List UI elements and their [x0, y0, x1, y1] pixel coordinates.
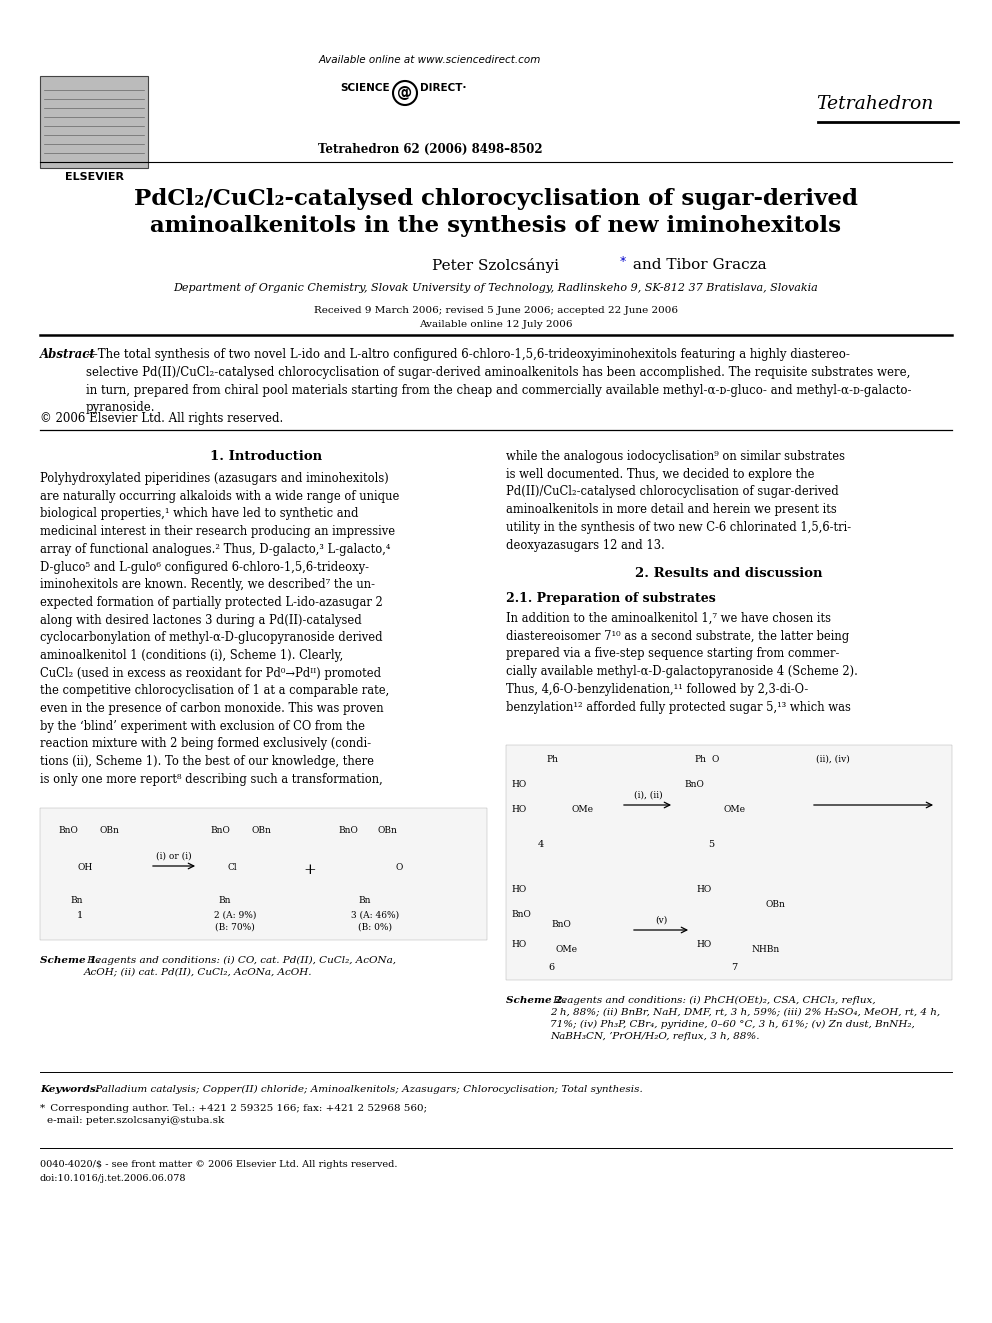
Text: SCIENCE: SCIENCE	[340, 83, 390, 93]
Text: NHBn: NHBn	[751, 945, 780, 954]
Text: (v): (v)	[655, 916, 668, 925]
Text: 6: 6	[548, 963, 555, 972]
Text: 4: 4	[538, 840, 545, 849]
Text: 2 (A: 9%): 2 (A: 9%)	[214, 912, 256, 919]
Text: OMe: OMe	[571, 804, 593, 814]
Text: Reagents and conditions: (i) PhCH(OEt)₂, CSA, CHCl₃, reflux,
2 h, 88%; (ii) BnBr: Reagents and conditions: (i) PhCH(OEt)₂,…	[550, 996, 940, 1041]
Text: HO: HO	[696, 941, 711, 949]
Bar	[40, 808, 487, 941]
Text: BnO: BnO	[684, 781, 704, 789]
Text: ELSEVIER: ELSEVIER	[64, 172, 123, 183]
Text: (i) or (i): (i) or (i)	[156, 852, 191, 861]
Text: aminoalkenitols in the synthesis of new iminohexitols: aminoalkenitols in the synthesis of new …	[151, 216, 841, 237]
Text: Department of Organic Chemistry, Slovak University of Technology, Radlinskeho 9,: Department of Organic Chemistry, Slovak …	[174, 283, 818, 292]
Text: HO: HO	[511, 781, 526, 789]
Text: © 2006 Elsevier Ltd. All rights reserved.: © 2006 Elsevier Ltd. All rights reserved…	[40, 411, 284, 425]
Text: *: *	[40, 1103, 45, 1113]
Text: PdCl₂/CuCl₂-catalysed chlorocyclisation of sugar-derived: PdCl₂/CuCl₂-catalysed chlorocyclisation …	[134, 188, 858, 210]
Text: Scheme 2.: Scheme 2.	[506, 996, 566, 1005]
Text: doi:10.1016/j.tet.2006.06.078: doi:10.1016/j.tet.2006.06.078	[40, 1174, 186, 1183]
Text: (B: 0%): (B: 0%)	[358, 923, 392, 931]
Text: 1: 1	[76, 912, 83, 919]
Text: Palladium catalysis; Copper(II) chloride; Aminoalkenitols; Azasugars; Chlorocycl: Palladium catalysis; Copper(II) chloride…	[92, 1085, 643, 1094]
Text: OBn: OBn	[766, 900, 786, 909]
Text: HO: HO	[696, 885, 711, 894]
Text: Bn: Bn	[358, 896, 370, 905]
Text: Cl: Cl	[228, 863, 238, 872]
Text: Reagents and conditions: (i) CO, cat. Pd(II), CuCl₂, AcONa,
AcOH; (ii) cat. Pd(I: Reagents and conditions: (i) CO, cat. Pd…	[84, 957, 396, 976]
Text: Tetrahedron: Tetrahedron	[816, 95, 933, 112]
Text: 2. Results and discussion: 2. Results and discussion	[635, 568, 822, 579]
Text: OBn: OBn	[378, 826, 398, 835]
Bar	[40, 75, 148, 168]
Text: 5: 5	[708, 840, 714, 849]
Text: while the analogous iodocyclisation⁹ on similar substrates
is well documented. T: while the analogous iodocyclisation⁹ on …	[506, 450, 851, 552]
Text: BnO: BnO	[58, 826, 78, 835]
Text: (i), (ii): (i), (ii)	[634, 791, 663, 800]
Text: In addition to the aminoalkenitol 1,⁷ we have chosen its
diastereoisomer 7¹⁰ as : In addition to the aminoalkenitol 1,⁷ we…	[506, 613, 858, 713]
Text: +: +	[304, 863, 316, 877]
Text: OBn: OBn	[252, 826, 272, 835]
Text: OMe: OMe	[556, 945, 578, 954]
Text: —The total synthesis of two novel L-ido and L-altro configured 6-chloro-1,5,6-tr: —The total synthesis of two novel L-ido …	[86, 348, 912, 414]
Text: Peter Szolcsányi: Peter Szolcsányi	[433, 258, 559, 273]
Text: *: *	[620, 255, 626, 269]
Text: BnO: BnO	[210, 826, 230, 835]
Text: Keywords:: Keywords:	[40, 1085, 99, 1094]
Text: Bn: Bn	[70, 896, 82, 905]
Text: BnO: BnO	[511, 910, 531, 919]
Text: Scheme 1.: Scheme 1.	[40, 957, 100, 964]
Text: and Tibor Gracza: and Tibor Gracza	[628, 258, 767, 273]
Text: Abstract: Abstract	[40, 348, 96, 361]
Text: Polyhydroxylated piperidines (azasugars and iminohexitols)
are naturally occurri: Polyhydroxylated piperidines (azasugars …	[40, 472, 400, 786]
Text: O: O	[395, 863, 403, 872]
Text: Corresponding author. Tel.: +421 2 59325 166; fax: +421 2 52968 560;
e-mail: pet: Corresponding author. Tel.: +421 2 59325…	[47, 1103, 428, 1125]
Text: Available online 12 July 2006: Available online 12 July 2006	[420, 320, 572, 329]
Text: HO: HO	[511, 941, 526, 949]
Text: BnO: BnO	[338, 826, 358, 835]
Text: OH: OH	[78, 863, 93, 872]
Text: 2.1. Preparation of substrates: 2.1. Preparation of substrates	[506, 591, 716, 605]
Text: 3 (A: 46%): 3 (A: 46%)	[351, 912, 399, 919]
Text: Available online at www.sciencedirect.com: Available online at www.sciencedirect.co…	[318, 56, 542, 65]
Text: Ph: Ph	[694, 755, 706, 763]
Text: Bn: Bn	[218, 896, 230, 905]
Text: Ph: Ph	[546, 755, 558, 763]
Text: 7: 7	[731, 963, 737, 972]
Text: 1. Introduction: 1. Introduction	[210, 450, 322, 463]
Text: O: O	[711, 755, 718, 763]
Text: DIRECT·: DIRECT·	[420, 83, 466, 93]
Text: (B: 70%): (B: 70%)	[215, 923, 255, 931]
Text: HO: HO	[511, 885, 526, 894]
Text: Tetrahedron 62 (2006) 8498–8502: Tetrahedron 62 (2006) 8498–8502	[317, 143, 543, 156]
Text: @: @	[398, 85, 413, 99]
Text: Received 9 March 2006; revised 5 June 2006; accepted 22 June 2006: Received 9 March 2006; revised 5 June 20…	[314, 306, 678, 315]
Text: BnO: BnO	[551, 919, 570, 929]
Text: (ii), (iv): (ii), (iv)	[816, 755, 850, 763]
Text: OBn: OBn	[100, 826, 120, 835]
Text: 0040-4020/$ - see front matter © 2006 Elsevier Ltd. All rights reserved.: 0040-4020/$ - see front matter © 2006 El…	[40, 1160, 398, 1170]
Bar	[506, 745, 952, 980]
Text: OMe: OMe	[724, 804, 746, 814]
Text: HO: HO	[511, 804, 526, 814]
